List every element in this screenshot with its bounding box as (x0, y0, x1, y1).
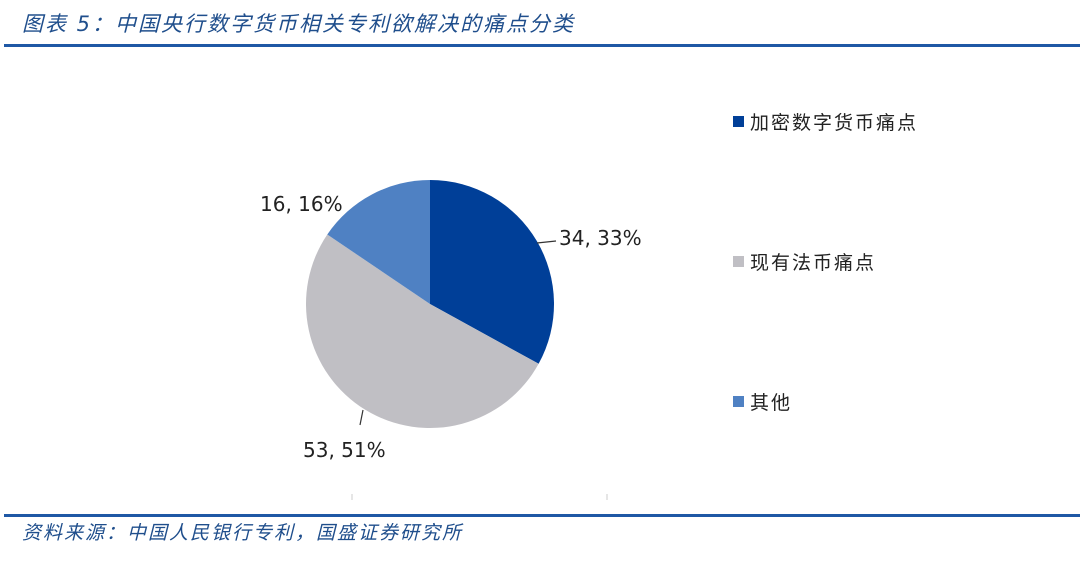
legend-item-2: 其他 (733, 388, 792, 415)
data-label-2: 16, 16% (260, 192, 343, 216)
legend-item-0: 加密数字货币痛点 (733, 108, 918, 135)
source-note: 资料来源：中国人民银行专利，国盛证券研究所 (22, 522, 464, 544)
title-divider (4, 44, 1080, 47)
data-label-0: 34, 33% (559, 226, 642, 250)
pie-slice-2 (327, 180, 430, 304)
legend-swatch (733, 396, 744, 407)
legend-label: 加密数字货币痛点 (750, 112, 919, 134)
legend-label: 其他 (750, 392, 793, 414)
legend-item-1: 现有法币痛点 (733, 248, 876, 275)
chart-title: 图表 5：中国央行数字货币相关专利欲解决的痛点分类 (22, 12, 576, 36)
pie-slice-1 (305, 234, 539, 429)
legend-swatch (733, 116, 744, 127)
source-divider (4, 514, 1080, 517)
legend-label: 现有法币痛点 (750, 252, 877, 274)
leader-line-0 (536, 240, 557, 244)
data-label-1: 53, 51% (303, 438, 386, 462)
pie-slice-0 (430, 180, 554, 364)
legend-swatch (733, 256, 744, 267)
leader-line-1 (359, 409, 364, 426)
